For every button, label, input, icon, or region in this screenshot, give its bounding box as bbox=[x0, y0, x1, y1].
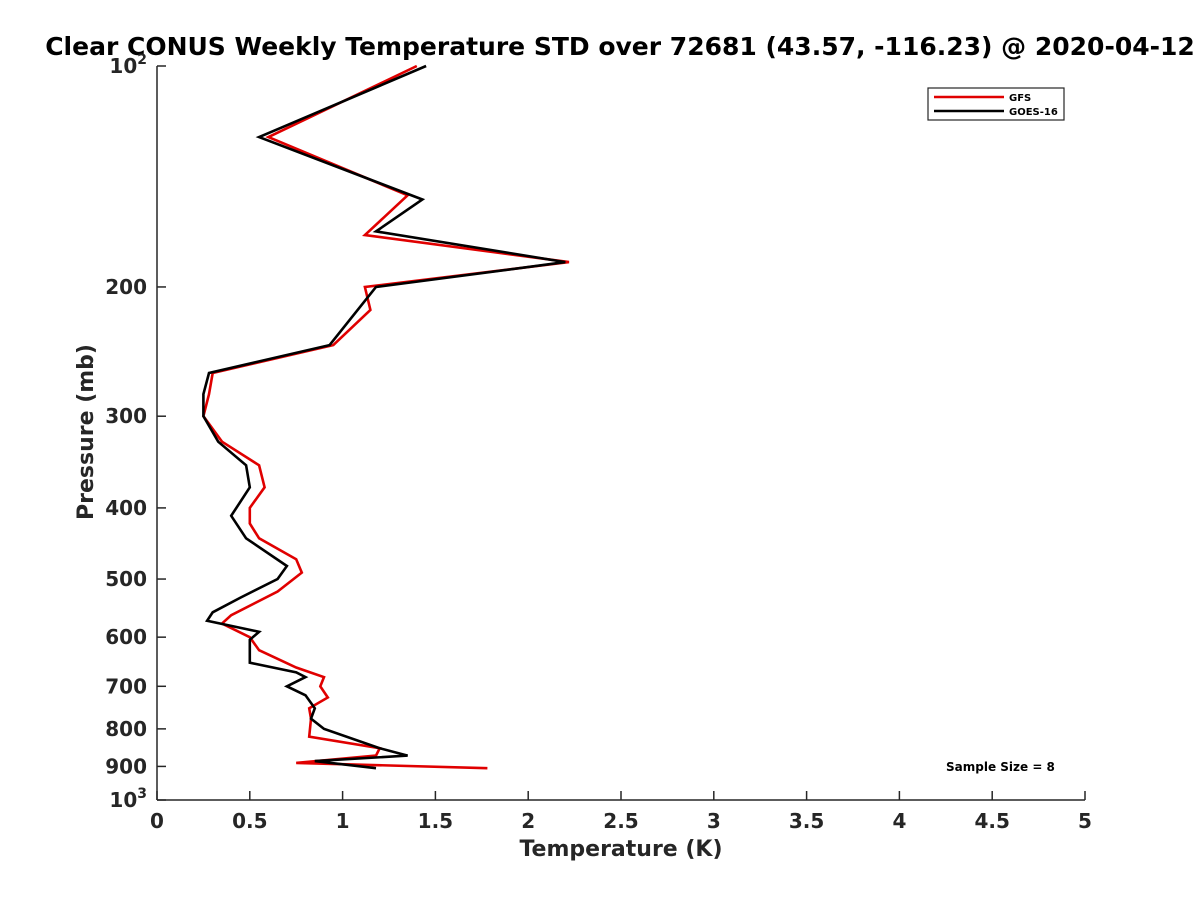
y-tick-label: 300 bbox=[105, 404, 147, 428]
x-tick-label: 1.5 bbox=[418, 809, 453, 833]
x-tick-label: 3 bbox=[707, 809, 721, 833]
y-tick-label: 200 bbox=[105, 275, 147, 299]
legend: GFS GOES-16 bbox=[927, 87, 1065, 121]
x-tick-label: 1 bbox=[336, 809, 350, 833]
x-tick-label: 2 bbox=[521, 809, 535, 833]
y-tick-label: 102 bbox=[109, 52, 147, 78]
legend-label-goes16: GOES-16 bbox=[1009, 107, 1058, 118]
series-line-goes16 bbox=[202, 64, 566, 770]
y-tick-label: 400 bbox=[105, 496, 147, 520]
series-line-gfs bbox=[201, 64, 570, 770]
y-tick-label: 900 bbox=[105, 754, 147, 778]
y-tick-label: 600 bbox=[105, 625, 147, 649]
chart-title: Clear CONUS Weekly Temperature STD over … bbox=[45, 32, 1195, 61]
y-tick-label: 500 bbox=[105, 567, 147, 591]
x-axis-ticks: 0 0.5 1 1.5 2 2.5 3 3.5 4 4.5 5 bbox=[150, 791, 1092, 833]
legend-label-gfs: GFS bbox=[1009, 93, 1031, 104]
y-tick-label: 103 bbox=[109, 786, 147, 812]
y-tick-label: 800 bbox=[105, 717, 147, 741]
x-tick-label: 4 bbox=[892, 809, 906, 833]
y-axis-ticks: 102 200 300 400 500 600 700 800 900 103 bbox=[105, 52, 166, 812]
sample-size-annotation: Sample Size = 8 bbox=[946, 760, 1055, 774]
y-tick-label: 700 bbox=[105, 674, 147, 698]
plot-lines bbox=[201, 64, 570, 770]
y-axis-label: Pressure (mb) bbox=[74, 344, 99, 520]
x-tick-label: 0.5 bbox=[232, 809, 267, 833]
legend-box bbox=[927, 87, 1065, 121]
x-tick-label: 0 bbox=[150, 809, 164, 833]
x-tick-label: 4.5 bbox=[974, 809, 1009, 833]
x-tick-label: 5 bbox=[1078, 809, 1092, 833]
x-tick-label: 2.5 bbox=[603, 809, 638, 833]
x-axis-label: Temperature (K) bbox=[519, 837, 722, 862]
x-tick-label: 3.5 bbox=[789, 809, 824, 833]
